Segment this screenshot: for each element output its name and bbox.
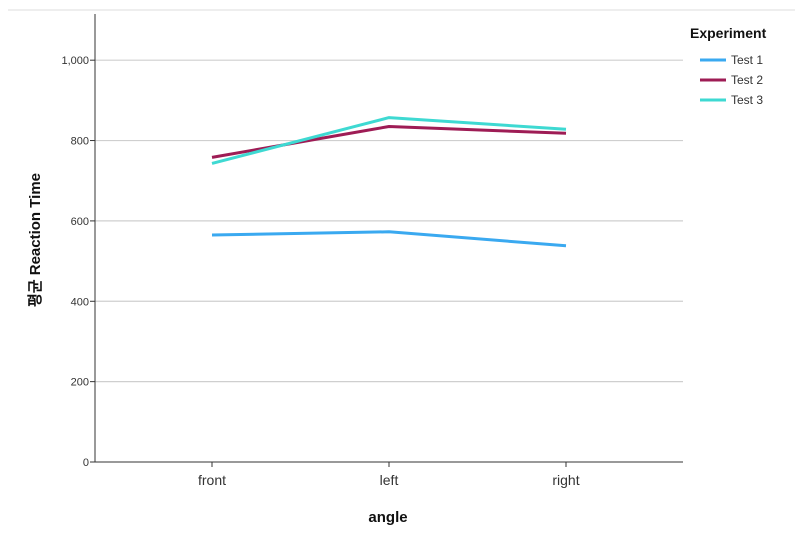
series-line-test-2: [211, 125, 567, 159]
y-tick-label: 400: [71, 296, 89, 308]
x-axis-title: angle: [368, 509, 407, 526]
series-lines: [211, 116, 567, 248]
y-tick-label: 800: [71, 136, 89, 148]
x-tick-label-left: left: [380, 472, 399, 488]
legend: Experiment Test 1 Test 2 Test 3: [690, 25, 767, 107]
y-tick-labels: 0 200 400 600 800 1,000: [61, 55, 89, 469]
x-tick-labels: front left right: [198, 462, 580, 488]
gridlines: [90, 59, 683, 463]
legend-label-test-3: Test 3: [731, 93, 763, 107]
y-axis-title: 평균 Reaction Time: [26, 173, 44, 307]
x-tick-label-front: front: [198, 472, 226, 488]
legend-title: Experiment: [690, 25, 767, 41]
x-tick-label-right: right: [552, 472, 579, 488]
y-tick-label: 0: [83, 457, 89, 469]
legend-label-test-2: Test 2: [731, 73, 763, 87]
series-line-test-1: [211, 230, 567, 248]
y-tick-label: 600: [71, 216, 89, 228]
y-tick-label: 1,000: [61, 55, 89, 67]
y-tick-label: 200: [71, 377, 89, 389]
legend-label-test-1: Test 1: [731, 53, 763, 67]
series-line-test-3: [211, 116, 567, 165]
